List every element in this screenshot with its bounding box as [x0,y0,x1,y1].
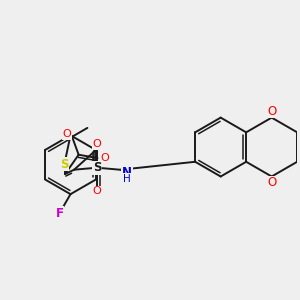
Text: O: O [268,176,277,190]
Text: O: O [100,153,109,163]
Text: S: S [93,161,101,174]
Text: O: O [268,105,277,118]
Text: O: O [93,139,101,149]
Text: H: H [123,174,131,184]
Text: O: O [63,129,71,140]
Text: N: N [122,166,132,178]
Text: O: O [93,186,101,196]
Text: F: F [56,207,64,220]
Text: S: S [60,158,69,171]
